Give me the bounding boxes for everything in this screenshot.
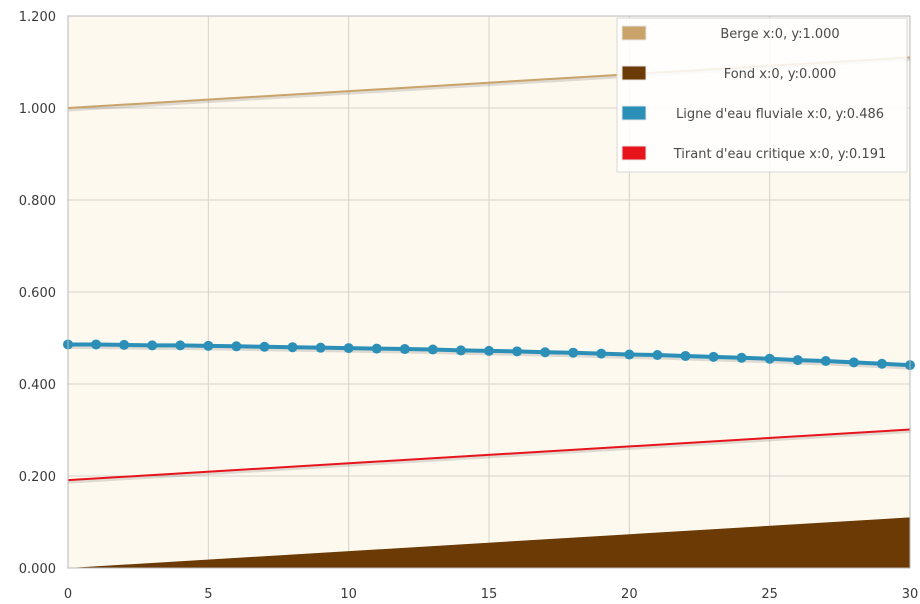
x-tick-label: 10	[340, 587, 357, 602]
x-tick-label: 5	[204, 587, 212, 602]
axes: 0 5 10 15 20 25 30 0.000 0.200 0.400 0.600 0.800 1.0…	[19, 10, 918, 602]
series-ligne-d-eau-fluviale-point	[399, 344, 410, 355]
legend-label: Berge x:0, y:1.000	[720, 27, 839, 42]
legend: Berge x:0, y:1.000 Fond x:0, y:0.000 Ligne…	[616, 17, 908, 173]
y-tick-label: 0.600	[19, 286, 56, 301]
y-tick-label: 0.200	[19, 470, 56, 485]
series-ligne-d-eau-fluviale-point	[259, 341, 270, 352]
legend-box	[616, 17, 908, 173]
series-ligne-d-eau-fluviale-point	[680, 350, 691, 361]
legend-swatch	[621, 145, 647, 161]
y-tick-label: 0.000	[19, 562, 56, 577]
series-ligne-d-eau-fluviale-point	[484, 345, 494, 356]
series-ligne-d-eau-fluviale-point	[175, 340, 186, 351]
series-ligne-d-eau-fluviale-point	[820, 356, 831, 366]
series-ligne-d-eau-fluviale-point	[848, 357, 859, 368]
series-ligne-d-eau-fluviale-point	[455, 345, 466, 356]
x-tick-label: 30	[902, 587, 919, 602]
series-ligne-d-eau-fluviale-point	[540, 347, 551, 358]
series-ligne-d-eau-fluviale-point	[708, 351, 719, 362]
series-ligne-d-eau-fluviale-point	[568, 347, 579, 358]
y-tick-label: 1.000	[19, 102, 56, 117]
legend-swatch	[621, 105, 647, 121]
x-tick-label: 20	[621, 587, 638, 602]
series-ligne-d-eau-fluviale-point	[203, 340, 214, 351]
series-ligne-d-eau-fluviale-point	[315, 342, 326, 353]
legend-swatch	[621, 65, 647, 81]
x-tick-label: 25	[761, 587, 778, 602]
x-tick-label: 0	[64, 587, 72, 602]
series-ligne-d-eau-fluviale-point	[652, 350, 663, 361]
series-ligne-d-eau-fluviale-point	[371, 343, 382, 354]
series-ligne-d-eau-fluviale-point	[427, 344, 438, 355]
series-ligne-d-eau-fluviale-point	[792, 355, 803, 366]
y-tick-label: 1.200	[19, 10, 56, 25]
series-ligne-d-eau-fluviale-point	[147, 340, 158, 351]
series-ligne-d-eau-fluviale-point	[119, 339, 130, 350]
series-ligne-d-eau-fluviale-point	[736, 352, 747, 363]
legend-label: Fond x:0, y:0.000	[724, 67, 837, 82]
series-ligne-d-eau-fluviale-point	[343, 343, 354, 354]
legend-label: Tirant d'eau critique x:0, y:0.191	[673, 147, 886, 162]
series-tirant-d-eau-critique-shadow	[67, 430, 911, 484]
series-fond-area	[68, 517, 910, 568]
series-ligne-d-eau-fluviale-point	[764, 353, 775, 364]
legend-label: Ligne d'eau fluviale x:0, y:0.486	[676, 107, 884, 122]
y-tick-label: 0.800	[19, 194, 56, 209]
legend-swatch	[621, 25, 647, 41]
series-ligne-d-eau-fluviale-point	[624, 349, 635, 360]
series-ligne-d-eau-fluviale-point	[287, 342, 298, 353]
series-tirant-d-eau-critique-line	[67, 428, 911, 482]
series-ligne-d-eau-fluviale-point	[231, 341, 242, 352]
series-ligne-d-eau-fluviale-point	[596, 348, 607, 359]
plot-frame	[67, 15, 911, 569]
series-ligne-d-eau-fluviale-point	[91, 339, 102, 350]
series-ligne-d-eau-fluviale-point	[512, 346, 523, 357]
x-tick-label: 15	[481, 587, 498, 602]
y-tick-label: 0.400	[19, 378, 56, 393]
series-ligne-d-eau-fluviale-point	[876, 358, 887, 369]
